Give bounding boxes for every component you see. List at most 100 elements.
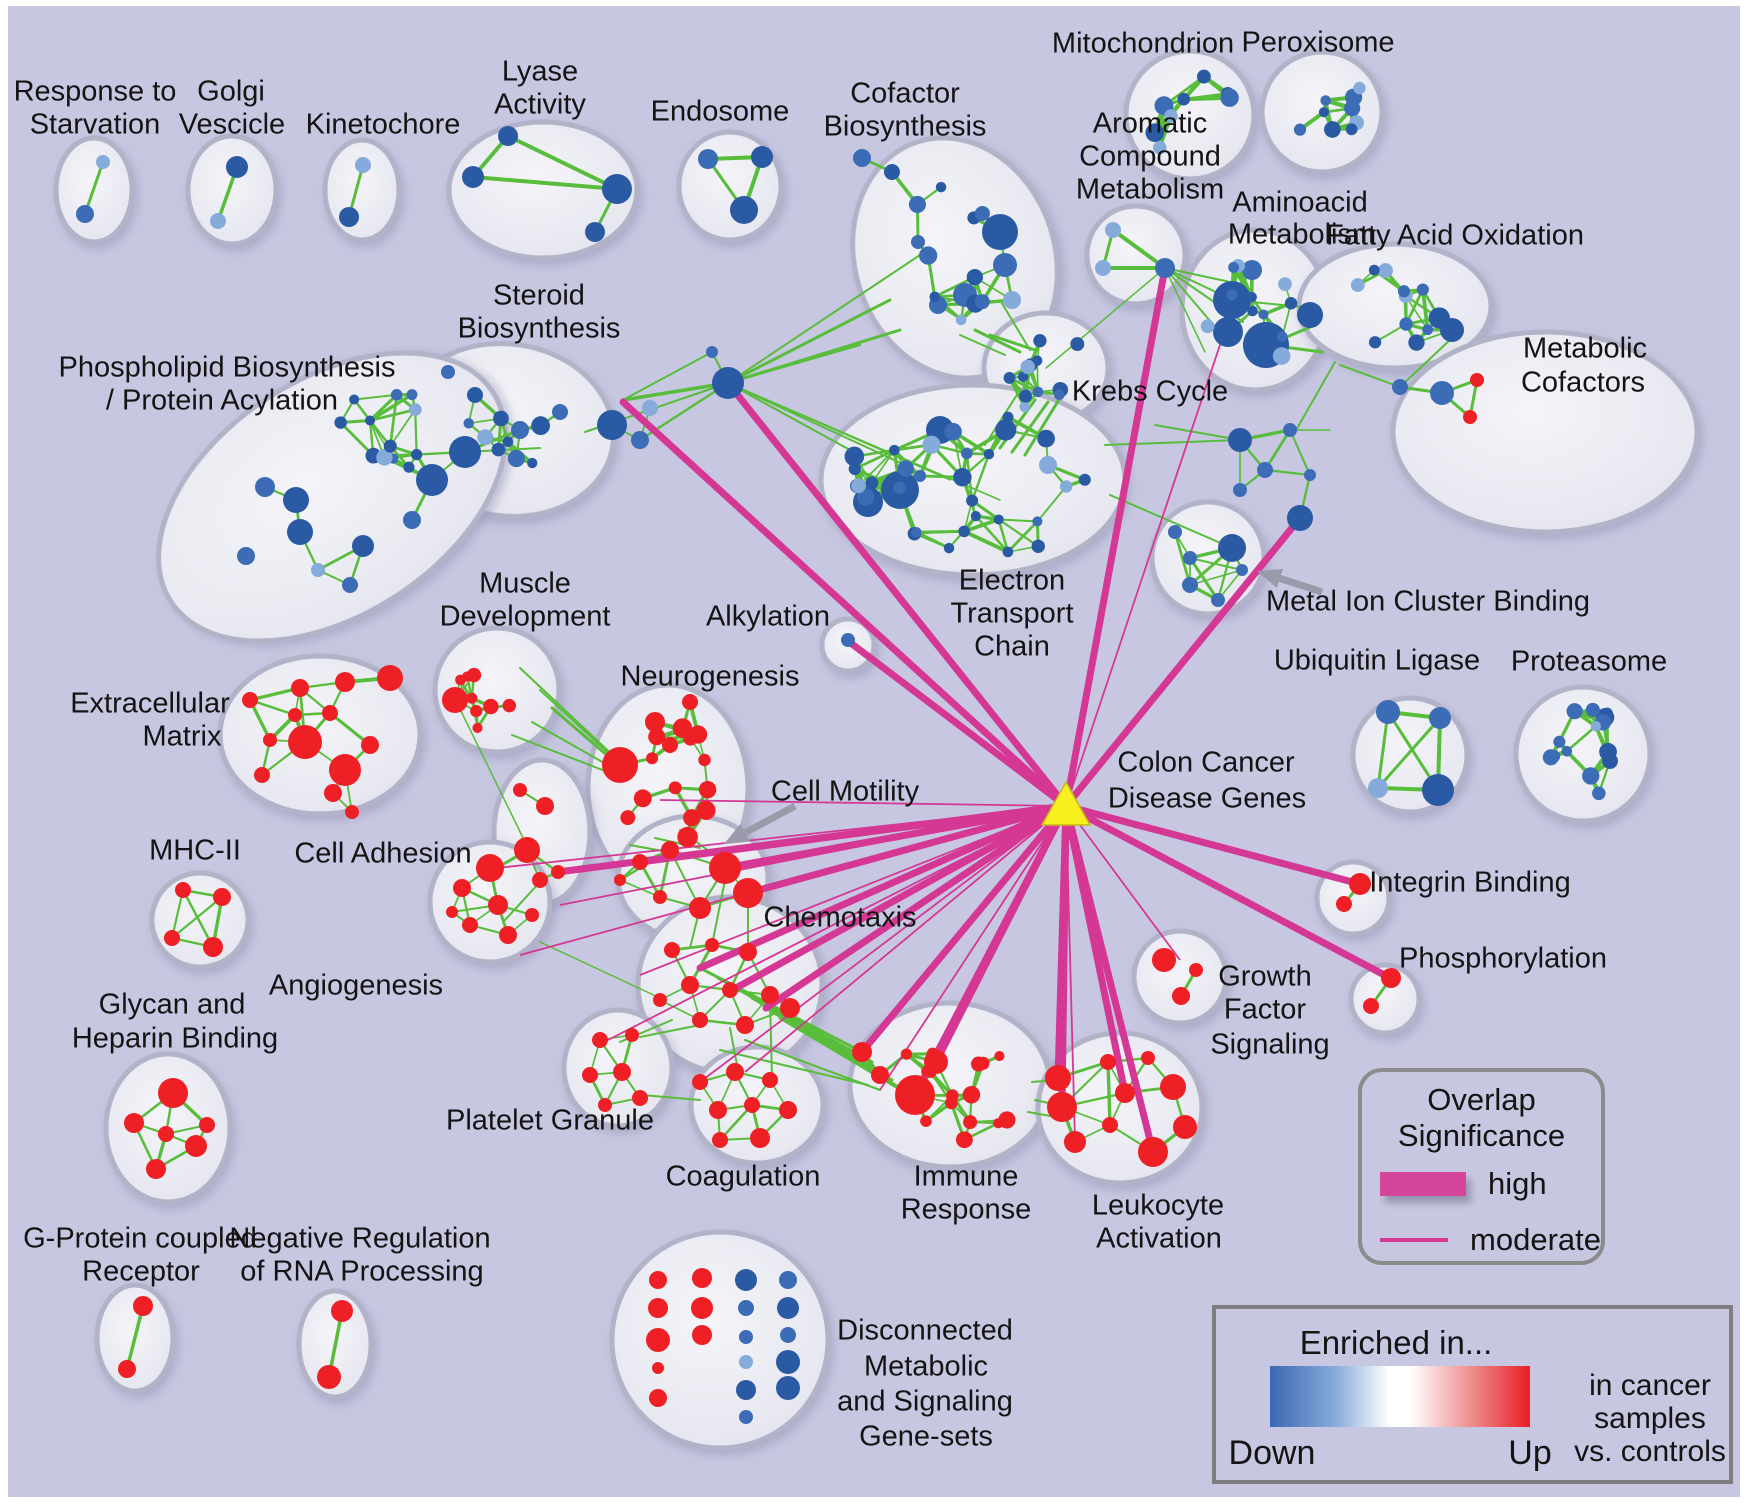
gene-set-node bbox=[361, 736, 379, 754]
cluster-nodes-response-to-starvation bbox=[76, 155, 110, 223]
gene-set-node bbox=[645, 712, 665, 732]
gene-set-node bbox=[692, 1268, 712, 1288]
gene-set-node bbox=[736, 1380, 756, 1400]
gene-set-node bbox=[1019, 401, 1031, 413]
gene-set-node bbox=[698, 753, 711, 767]
gene-set-node bbox=[1189, 963, 1203, 977]
gene-set-node bbox=[1287, 505, 1313, 531]
cluster-nodes-angiogenesis bbox=[446, 854, 539, 944]
gene-set-node bbox=[698, 781, 717, 799]
label-neurogenesis: Neurogenesis bbox=[621, 661, 800, 693]
green-edge bbox=[1045, 267, 1166, 369]
gene-set-node bbox=[441, 365, 455, 379]
gene-set-node bbox=[291, 679, 309, 697]
cluster-nodes-ubiquitin-ligase bbox=[1368, 700, 1454, 806]
cluster-nodes-peroxisome bbox=[1293, 81, 1366, 138]
gene-set-node bbox=[1304, 469, 1316, 481]
gene-set-node bbox=[929, 291, 940, 302]
gene-set-node bbox=[1228, 428, 1252, 452]
label-cofactor-biosynthesis-text: Biosynthesis bbox=[824, 111, 987, 143]
label-glycan-heparin-binding-text: Glycan and bbox=[99, 989, 246, 1021]
label-angiogenesis-text: Angiogenesis bbox=[269, 970, 443, 1002]
gene-set-node bbox=[408, 403, 422, 417]
cluster-nodes-extracellular-matrix bbox=[242, 665, 403, 819]
label-metabolic-cofactors-text: Metabolic bbox=[1523, 333, 1647, 365]
gene-set-node bbox=[730, 196, 758, 224]
gene-set-node bbox=[1284, 297, 1298, 310]
label-mitochondrion: Mitochondrion bbox=[1052, 28, 1234, 60]
gene-set-node bbox=[726, 1063, 744, 1081]
gene-set-node bbox=[1392, 379, 1408, 395]
gene-set-node bbox=[1344, 100, 1361, 117]
gene-set-node bbox=[1283, 423, 1297, 437]
gene-set-node bbox=[507, 449, 525, 468]
gene-set-node bbox=[733, 878, 763, 908]
green-edge bbox=[727, 344, 861, 384]
overlap-edge-moderate bbox=[659, 799, 1067, 807]
label-disconnected-gene-sets-text: Gene-sets bbox=[859, 1421, 993, 1453]
cluster-edges-response-to-starvation bbox=[83, 160, 105, 216]
green-edge bbox=[959, 334, 1006, 356]
gene-set-node bbox=[1408, 334, 1425, 351]
gene-set-node bbox=[164, 930, 180, 946]
gene-set-node bbox=[1037, 429, 1055, 448]
gene-set-node bbox=[709, 1101, 727, 1119]
colon-cancer-hub-triangle bbox=[1040, 780, 1092, 826]
green-edge bbox=[711, 879, 726, 946]
gene-set-node bbox=[585, 222, 605, 242]
gene-set-node bbox=[1368, 778, 1388, 798]
cluster-nodes-negative-regulation-rna bbox=[317, 1300, 353, 1389]
gene-set-node bbox=[779, 1271, 797, 1289]
gene-set-node bbox=[242, 692, 258, 708]
cluster-ellipse-aromatic-compound-metabolism bbox=[1084, 203, 1188, 307]
gene-set-node bbox=[1463, 410, 1477, 424]
gene-set-node bbox=[525, 908, 539, 922]
green-edge bbox=[457, 704, 529, 849]
gene-set-node bbox=[175, 882, 191, 898]
gene-set-node bbox=[1242, 260, 1262, 280]
enriched-note: in cancer samples vs. controls bbox=[1574, 1369, 1726, 1468]
overlap-edge-high bbox=[858, 802, 1070, 1056]
gene-set-node bbox=[283, 487, 309, 513]
label-steroid-biosynthesis-text: Biosynthesis bbox=[458, 313, 621, 345]
gene-set-node bbox=[1182, 577, 1198, 593]
cluster-ellipse-proteasome bbox=[1513, 684, 1653, 824]
gene-set-node bbox=[1397, 285, 1411, 298]
high-label: high bbox=[1488, 1166, 1547, 1201]
gene-set-node bbox=[226, 156, 248, 178]
metal-ion-arrow-head bbox=[1257, 568, 1283, 588]
cluster-nodes-immune-response bbox=[852, 1042, 1016, 1149]
gene-set-node bbox=[971, 1056, 987, 1072]
label-integrin-binding: Integrin Binding bbox=[1369, 867, 1571, 899]
gene-set-node bbox=[531, 416, 550, 436]
cluster-nodes-cell-adhesion bbox=[491, 783, 565, 888]
gene-set-node bbox=[1247, 305, 1258, 317]
gene-set-node bbox=[921, 1065, 932, 1077]
label-cell-adhesion: Cell Adhesion bbox=[294, 838, 471, 870]
label-fatty-acid-oxidation: Fatty Acid Oxidation bbox=[1326, 220, 1584, 252]
green-edge bbox=[1036, 485, 1068, 523]
gene-set-node bbox=[1173, 1115, 1197, 1139]
green-edge bbox=[1154, 424, 1241, 441]
green-edge bbox=[1111, 228, 1167, 270]
gene-set-node bbox=[203, 937, 223, 957]
gene-set-node bbox=[1138, 1137, 1168, 1167]
green-edge bbox=[962, 529, 1010, 554]
gene-set-node bbox=[1020, 359, 1035, 375]
gene-set-node bbox=[961, 447, 973, 460]
overlap-edge-moderate bbox=[699, 805, 1067, 1083]
gene-set-node bbox=[462, 917, 478, 933]
gene-set-node bbox=[1602, 753, 1618, 769]
gene-set-node bbox=[993, 514, 1004, 525]
gene-set-node bbox=[982, 214, 1018, 250]
green-edge bbox=[997, 518, 1010, 554]
gene-set-node bbox=[158, 1126, 174, 1142]
label-phospholipid-biosynthesis-text: Phospholipid Biosynthesis bbox=[59, 352, 396, 384]
gene-set-node bbox=[1100, 1054, 1116, 1070]
gene-set-node bbox=[692, 1012, 708, 1028]
cluster-nodes-chemotaxis bbox=[653, 938, 800, 1034]
overlap-edge-high bbox=[732, 802, 1070, 992]
